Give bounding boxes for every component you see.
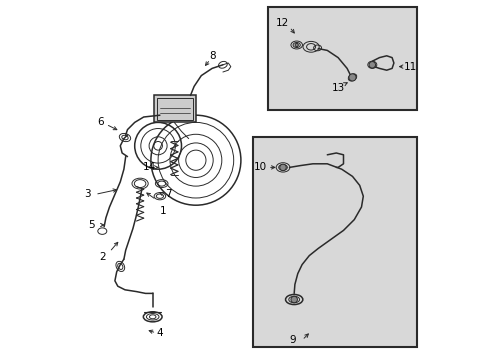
Text: 10: 10 [254,162,267,172]
Text: 11: 11 [403,62,416,72]
Text: 8: 8 [208,51,215,61]
Text: 9: 9 [289,335,296,345]
Text: 7: 7 [165,189,172,199]
Text: 2: 2 [99,252,105,262]
Bar [154,95,196,122]
Text: 14: 14 [142,162,155,172]
Circle shape [368,62,375,68]
Text: 1: 1 [160,206,166,216]
Bar [267,7,416,110]
Text: 3: 3 [84,189,91,199]
Ellipse shape [294,43,298,46]
Circle shape [348,74,355,81]
Circle shape [290,296,297,303]
Circle shape [279,164,285,171]
Bar [157,98,193,120]
Text: 4: 4 [156,328,163,338]
Text: 6: 6 [97,117,103,127]
Text: 12: 12 [275,18,288,28]
Text: 13: 13 [331,83,344,93]
Text: 5: 5 [88,220,95,230]
Bar [253,137,416,347]
